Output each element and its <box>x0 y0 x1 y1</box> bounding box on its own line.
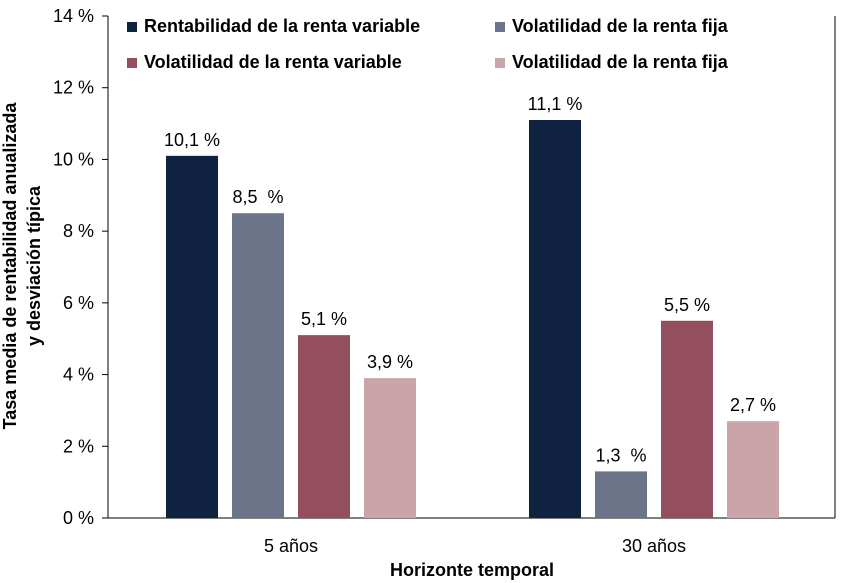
x-category-label: 5 años <box>264 536 318 556</box>
bar-data-label: 10,1 % <box>164 130 220 150</box>
bar-data-label: 1,3 % <box>595 445 646 465</box>
y-axis-ticks: 0 % 2 % 4 % 6 % 8 % 10 % 12 % 14 % <box>53 6 108 528</box>
x-category-label: 30 años <box>622 536 686 556</box>
bar-data-label: 8,5 % <box>232 187 283 207</box>
legend-swatch <box>495 22 505 32</box>
y-tick-label: 10 % <box>53 149 94 169</box>
bar <box>727 421 779 518</box>
bars <box>166 119 779 519</box>
legend-swatch <box>127 22 137 32</box>
bar <box>661 320 713 518</box>
chart-axes <box>107 16 836 519</box>
legend-label: Rentabilidad de la renta variable <box>144 16 420 36</box>
y-tick-label: 6 % <box>63 293 94 313</box>
legend-swatch <box>495 58 505 68</box>
y-tick-label: 14 % <box>53 6 94 26</box>
data-labels: 10,1 % 8,5 % 5,1 % 3,9 % 11,1 % 1,3 % 5,5 % 2,7… <box>164 94 776 465</box>
bar-data-label: 2,7 % <box>730 395 776 415</box>
legend-label: Volatilidad de la renta fija <box>512 52 729 72</box>
bar <box>364 378 416 518</box>
y-tick-label: 0 % <box>63 508 94 528</box>
bar-data-label: 5,5 % <box>664 295 710 315</box>
category-labels: 5 años 30 años <box>264 536 686 556</box>
x-axis-label: Horizonte temporal <box>390 560 554 580</box>
bar <box>298 335 350 518</box>
y-tick-label: 12 % <box>53 78 94 98</box>
bar <box>166 155 218 519</box>
y-tick-label: 8 % <box>63 221 94 241</box>
bar-data-label: 11,1 % <box>528 94 583 114</box>
legend-label: Volatilidad de la renta variable <box>144 52 402 72</box>
bar-data-label: 5,1 % <box>301 309 347 329</box>
bar <box>529 119 581 518</box>
y-tick-label: 2 % <box>63 436 94 456</box>
y-axis-label-line-2: y desviación típica <box>24 185 44 346</box>
legend-label: Volatilidad de la renta fija <box>512 16 729 36</box>
y-tick-label: 4 % <box>63 365 94 385</box>
bar <box>232 213 284 518</box>
y-axis-label-line-1: Tasa media de rentabilidad anualizada <box>0 102 20 430</box>
bar-data-label: 3,9 % <box>367 352 413 372</box>
legend-swatch <box>127 58 137 68</box>
legend: Rentabilidad de la renta variable Volatil… <box>127 16 729 72</box>
bar <box>595 471 647 518</box>
